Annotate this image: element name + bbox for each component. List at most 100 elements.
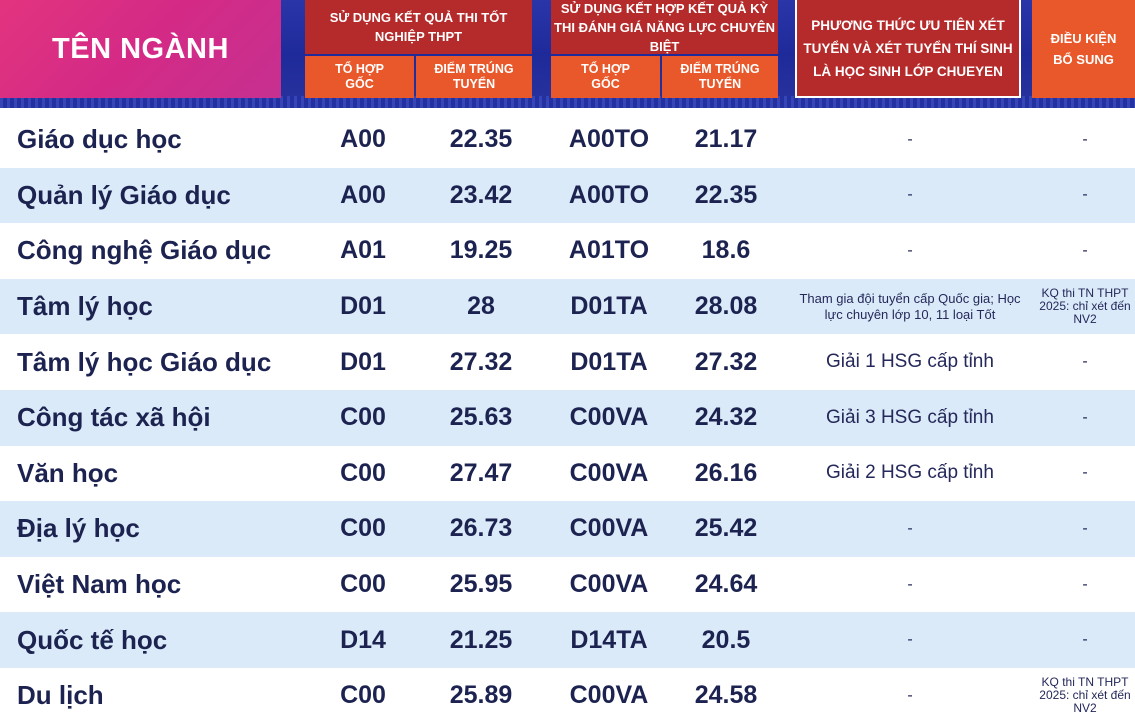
aptitude-combo-label: Tổ hợp gốc — [581, 62, 630, 91]
extra-condition: KQ thi TN THPT 2025: chỉ xét đến NV2 — [1039, 286, 1131, 327]
aptitude-score-label: Điểm trúng tuyển — [680, 62, 760, 91]
thpt-combo-header: Tổ hợp gốc — [305, 56, 414, 98]
aptitude-score: 27.32 — [694, 347, 758, 376]
priority-method-header: Phương thức ưu tiên xét tuyển và xét tuy… — [795, 0, 1021, 98]
major-name: Văn học — [17, 457, 119, 488]
aptitude-combo: D01TA — [570, 292, 648, 321]
table-header: TÊN NGÀNH Sử dụng kết quả thi tốt nghiệp… — [0, 0, 1135, 108]
thpt-score: 23.42 — [449, 180, 513, 209]
thpt-score: 25.63 — [449, 403, 513, 432]
aptitude-score: 18.6 — [701, 236, 751, 265]
aptitude-combo: D14TA — [570, 625, 648, 654]
aptitude-score: 22.35 — [694, 180, 758, 209]
extra-condition: - — [1082, 464, 1088, 482]
thpt-combo: C00 — [340, 570, 386, 599]
major-name: Quốc tế học — [17, 624, 168, 655]
aptitude-combo: A00TO — [568, 180, 650, 209]
aptitude-score: 24.32 — [694, 403, 758, 432]
extra-condition: - — [1082, 130, 1088, 148]
extra-conditions-title: Điều kiện bổ sung — [1050, 31, 1117, 67]
major-name: Tâm lý học — [17, 291, 153, 322]
admission-table-body: Giáo dục học A00 22.35 A00TO 21.17 - - Q… — [0, 112, 1135, 724]
table-row: Địa lý học C00 26.73 C00VA 25.42 - - — [0, 501, 1135, 557]
priority-criteria: Giải 2 HSG cấp tỉnh — [826, 462, 994, 484]
priority-criteria: - — [907, 130, 913, 148]
thpt-method-title: Sử dụng kết quả thi tốt nghiệp THPT — [329, 10, 508, 44]
aptitude-method-header: Sử dụng kết hợp kết quả kỳ thi đánh giá … — [551, 0, 778, 54]
priority-criteria: - — [907, 519, 913, 537]
thpt-combo: C00 — [340, 403, 386, 432]
major-name: Địa lý học — [17, 513, 140, 544]
extra-conditions-header: Điều kiện bổ sung — [1032, 0, 1135, 98]
priority-criteria: Tham gia đội tuyển cấp Quốc gia; Học lực… — [799, 290, 1021, 322]
thpt-combo-label: Tổ hợp gốc — [335, 62, 384, 91]
table-row: Du lịch C00 25.89 C00VA 24.58 - KQ thi T… — [0, 667, 1135, 724]
aptitude-score: 21.17 — [694, 125, 758, 154]
extra-condition: KQ thi TN THPT 2025: chỉ xét đến NV2 — [1039, 675, 1131, 716]
aptitude-score: 25.42 — [694, 514, 758, 543]
thpt-combo: C00 — [340, 458, 386, 487]
thpt-score: 21.25 — [449, 625, 513, 654]
extra-condition: - — [1082, 186, 1088, 204]
thpt-score: 25.89 — [449, 681, 513, 710]
extra-condition: - — [1082, 408, 1088, 426]
priority-criteria: - — [907, 631, 913, 649]
thpt-score: 19.25 — [449, 236, 513, 265]
table-row: Quản lý Giáo dục A00 23.42 A00TO 22.35 -… — [0, 167, 1135, 224]
thpt-score: 22.35 — [449, 125, 513, 154]
thpt-score: 27.47 — [449, 458, 513, 487]
aptitude-score: 26.16 — [694, 458, 758, 487]
aptitude-combo: C00VA — [569, 458, 649, 487]
aptitude-combo: A00TO — [568, 125, 650, 154]
aptitude-combo: C00VA — [569, 570, 649, 599]
aptitude-combo: C00VA — [569, 681, 649, 710]
table-row: Quốc tế học D14 21.25 D14TA 20.5 - - — [0, 612, 1135, 668]
extra-condition: - — [1082, 519, 1088, 537]
priority-criteria: - — [907, 686, 913, 704]
aptitude-combo: A01TO — [568, 236, 650, 265]
aptitude-score: 24.58 — [694, 681, 758, 710]
aptitude-method-title: Sử dụng kết hợp kết quả kỳ thi đánh giá … — [554, 0, 775, 54]
extra-condition: - — [1082, 631, 1088, 649]
priority-criteria: - — [907, 241, 913, 259]
thpt-combo: C00 — [340, 514, 386, 543]
extra-condition: - — [1082, 353, 1088, 371]
table-row: Tâm lý học D01 28 D01TA 28.08 Tham gia đ… — [0, 278, 1135, 335]
extra-condition: - — [1082, 575, 1088, 593]
thpt-combo: D14 — [340, 625, 386, 654]
thpt-combo: C00 — [340, 681, 386, 710]
priority-criteria: - — [907, 186, 913, 204]
thpt-score: 28 — [467, 292, 495, 321]
table-row: Văn học C00 27.47 C00VA 26.16 Giải 2 HSG… — [0, 445, 1135, 502]
aptitude-score: 28.08 — [694, 292, 758, 321]
aptitude-score-header: Điểm trúng tuyển — [662, 56, 778, 98]
thpt-score-header: Điểm trúng tuyển — [416, 56, 532, 98]
thpt-score: 26.73 — [449, 514, 513, 543]
thpt-score: 27.32 — [449, 347, 513, 376]
major-name: Giáo dục học — [17, 124, 182, 155]
major-name-header-label: TÊN NGÀNH — [52, 32, 229, 65]
aptitude-combo-header: Tổ hợp gốc — [551, 56, 660, 98]
priority-criteria: Giải 3 HSG cấp tỉnh — [826, 406, 994, 428]
thpt-method-header: Sử dụng kết quả thi tốt nghiệp THPT — [305, 0, 532, 54]
thpt-combo: A00 — [340, 180, 386, 209]
major-name: Công tác xã hội — [17, 402, 211, 433]
major-name: Du lịch — [17, 680, 104, 711]
aptitude-combo: D01TA — [570, 347, 648, 376]
thpt-score: 25.95 — [449, 570, 513, 599]
table-row: Giáo dục học A00 22.35 A00TO 21.17 - - — [0, 112, 1135, 168]
thpt-score-label: Điểm trúng tuyển — [434, 62, 514, 91]
thpt-combo: A01 — [340, 236, 386, 265]
priority-method-title: Phương thức ưu tiên xét tuyển và xét tuy… — [803, 17, 1013, 79]
table-row: Công nghệ Giáo dục A01 19.25 A01TO 18.6 … — [0, 223, 1135, 279]
aptitude-combo: C00VA — [569, 514, 649, 543]
major-name-header: TÊN NGÀNH — [0, 0, 281, 98]
table-row: Công tác xã hội C00 25.63 C00VA 24.32 Gi… — [0, 389, 1135, 446]
major-name: Tâm lý học Giáo dục — [17, 346, 272, 377]
thpt-combo: D01 — [340, 347, 386, 376]
aptitude-score: 20.5 — [701, 625, 751, 654]
aptitude-combo: C00VA — [569, 403, 649, 432]
priority-criteria: - — [907, 575, 913, 593]
thpt-combo: D01 — [340, 292, 386, 321]
table-row: Tâm lý học Giáo dục D01 27.32 D01TA 27.3… — [0, 334, 1135, 390]
